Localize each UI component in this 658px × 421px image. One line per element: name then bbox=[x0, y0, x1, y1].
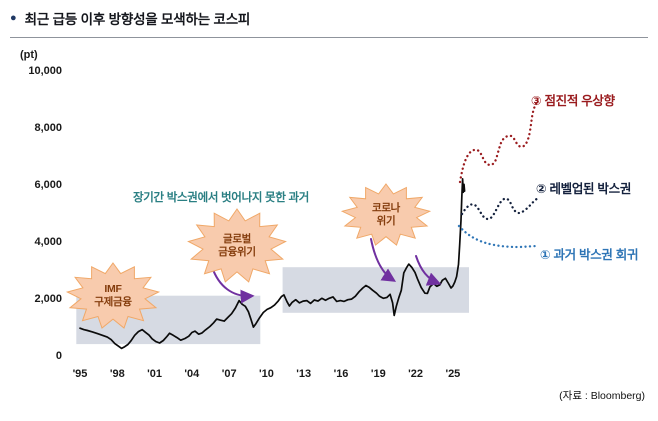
scenario-label-return-to-box: ① 과거 박스권 회귀 bbox=[540, 248, 639, 262]
x-tick-label: '04 bbox=[184, 368, 200, 380]
x-tick-label: '01 bbox=[147, 368, 162, 380]
bullet-icon: ● bbox=[10, 11, 17, 24]
crisis-arrow-covid bbox=[370, 238, 397, 282]
scenario-gradual-uptrend-curve bbox=[458, 100, 539, 184]
starburst-label-covid: 코로나 위기 bbox=[371, 202, 401, 227]
x-tick-label: '22 bbox=[408, 368, 424, 380]
x-tick-label: '10 bbox=[259, 368, 274, 380]
source-note: (자료 : Bloomberg) bbox=[559, 390, 645, 402]
x-tick-label: '13 bbox=[296, 368, 312, 380]
figure-header: ● 최근 급등 이후 방향성을 모색하는 코스피 bbox=[10, 8, 648, 38]
box-range-note: 장기간 박스권에서 벗어나지 못한 과거 bbox=[133, 192, 310, 204]
y-tick-label: 4,000 bbox=[34, 236, 62, 248]
x-tick-label: '98 bbox=[109, 368, 125, 380]
box-range-current bbox=[282, 267, 469, 313]
figure-title: 최근 급등 이후 방향성을 모색하는 코스피 bbox=[24, 12, 251, 27]
starburst-shape bbox=[340, 183, 432, 246]
y-tick-label: 2,000 bbox=[34, 293, 62, 305]
crisis-arrow-recent bbox=[415, 255, 442, 286]
scenario-label-gradual-uptrend: ③ 점진적 우상향 bbox=[531, 94, 615, 108]
y-tick-label: 6,000 bbox=[34, 179, 62, 191]
kospi-line bbox=[79, 178, 466, 350]
scenario-return-to-box-curve bbox=[457, 224, 540, 249]
y-tick-label: 10,000 bbox=[28, 65, 62, 77]
x-tick-label: '16 bbox=[333, 368, 349, 380]
scenario-label-leveled-up-box: ② 레벨업된 박스권 bbox=[536, 182, 632, 196]
x-tick-label: '07 bbox=[221, 368, 237, 380]
y-axis-unit: (pt) bbox=[20, 49, 38, 61]
x-tick-label: '95 bbox=[72, 368, 88, 380]
starburst-label-imf: IMF 구제금융 bbox=[94, 283, 132, 308]
x-tick-label: '19 bbox=[370, 368, 386, 380]
x-tick-label: '25 bbox=[445, 368, 461, 380]
scenario-leveled-up-box-curve bbox=[460, 196, 540, 221]
crisis-arrow-gfc bbox=[211, 266, 255, 304]
starburst-shape bbox=[65, 262, 161, 329]
y-tick-label: 8,000 bbox=[34, 122, 62, 134]
starburst-label-gfc: 글로벌 금융위기 bbox=[218, 233, 256, 258]
starburst-shape bbox=[187, 208, 287, 283]
y-tick-label: 0 bbox=[55, 350, 62, 362]
